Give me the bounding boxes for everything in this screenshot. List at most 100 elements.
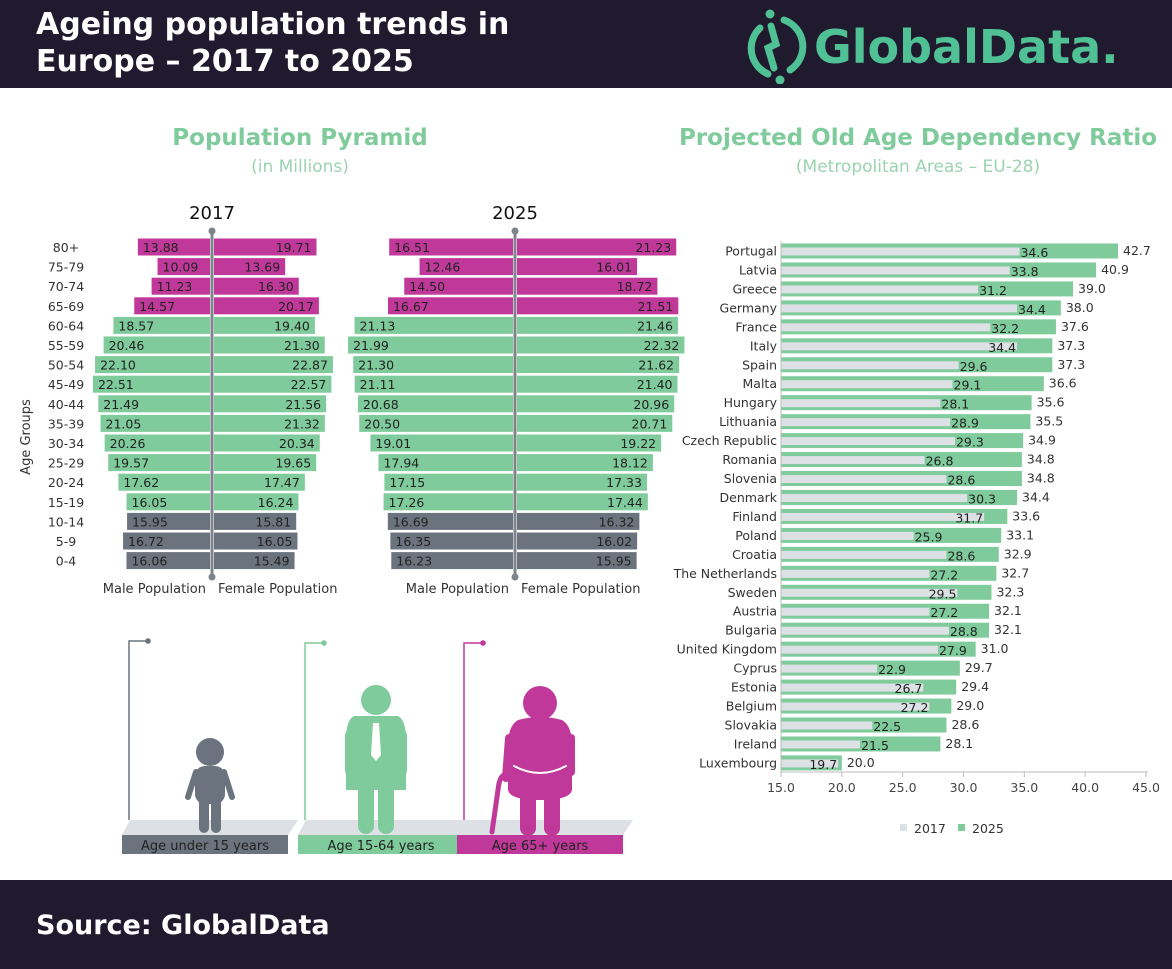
male-value-label: 10.09 bbox=[163, 260, 199, 275]
bar-2017 bbox=[781, 285, 979, 294]
age-group-label: 20-24 bbox=[48, 475, 84, 490]
bar-2017 bbox=[781, 399, 941, 408]
x-tick-label: 30.0 bbox=[950, 780, 978, 795]
legend-swatch-2025 bbox=[958, 824, 965, 831]
male-value-label: 16.67 bbox=[393, 299, 429, 314]
male-value-label: 13.88 bbox=[143, 240, 179, 255]
bar-2017 bbox=[781, 342, 1018, 351]
female-bar bbox=[517, 493, 648, 511]
body bbox=[195, 766, 225, 804]
male-value-label: 16.05 bbox=[132, 495, 168, 510]
male-bar bbox=[118, 473, 210, 491]
value-label-2017: 30.3 bbox=[968, 491, 996, 506]
female-value-label: 21.46 bbox=[637, 318, 673, 333]
female-value-label: 19.65 bbox=[275, 456, 311, 471]
legend-label-2017: 2017 bbox=[914, 821, 946, 836]
female-value-label: 19.71 bbox=[276, 240, 312, 255]
head bbox=[196, 738, 224, 766]
male-bar bbox=[98, 395, 210, 413]
country-label: Croatia bbox=[732, 547, 777, 562]
country-label: Estonia bbox=[731, 680, 777, 695]
country-label: Austria bbox=[733, 604, 777, 619]
bar-2017 bbox=[781, 740, 861, 749]
bar-2017 bbox=[781, 607, 930, 616]
female-value-label: 19.22 bbox=[620, 436, 656, 451]
value-label-2025: 29.0 bbox=[956, 698, 984, 713]
male-value-label: 16.69 bbox=[393, 514, 429, 529]
bar-2017 bbox=[781, 418, 951, 427]
male-bar bbox=[387, 512, 513, 530]
value-label-2025: 31.0 bbox=[981, 641, 1009, 656]
arm bbox=[221, 769, 235, 800]
axis-end-dot bbox=[208, 573, 216, 581]
female-bar bbox=[214, 258, 286, 276]
country-label: Czech Republic bbox=[682, 433, 777, 448]
male-value-label: 21.13 bbox=[360, 318, 396, 333]
value-label-2025: 33.1 bbox=[1006, 527, 1034, 542]
country-label: Cyprus bbox=[733, 661, 777, 676]
country-label: Italy bbox=[750, 338, 778, 353]
bar-2017 bbox=[781, 645, 938, 654]
country-label: Bulgaria bbox=[725, 623, 777, 638]
value-label-2025: 40.9 bbox=[1101, 262, 1129, 277]
value-label-2025: 32.1 bbox=[994, 622, 1022, 637]
male-value-label: 21.30 bbox=[358, 358, 394, 373]
female-value-label: 21.32 bbox=[284, 416, 320, 431]
country-label: Lithuania bbox=[719, 414, 777, 429]
value-label-2017: 28.8 bbox=[950, 624, 978, 639]
value-label-2017: 34.4 bbox=[988, 340, 1016, 355]
value-label-2017: 27.9 bbox=[939, 643, 967, 658]
country-label: Finland bbox=[732, 509, 777, 524]
head bbox=[523, 686, 557, 720]
dependency-subtitle: (Metropolitan Areas – EU-28) bbox=[796, 157, 1040, 177]
x-tick-label: 20.0 bbox=[828, 780, 856, 795]
pyramid-title: Population Pyramid bbox=[172, 125, 427, 151]
female-bar bbox=[517, 512, 640, 530]
platform bbox=[122, 820, 298, 835]
female-bar bbox=[517, 258, 638, 276]
value-label-2017: 19.7 bbox=[809, 757, 837, 772]
dependency-ratio-chart: Projected Old Age Dependency Ratio (Metro… bbox=[673, 125, 1160, 836]
value-label-2025: 36.6 bbox=[1049, 376, 1077, 391]
female-value-label: 20.17 bbox=[278, 299, 314, 314]
female-value-label: 22.57 bbox=[291, 377, 327, 392]
male-value-label: 19.01 bbox=[375, 436, 411, 451]
value-label-2017: 21.5 bbox=[861, 738, 889, 753]
age-group-label: 5-9 bbox=[56, 534, 76, 549]
country-label: Sweden bbox=[728, 585, 777, 600]
male-bar bbox=[359, 414, 513, 432]
male-value-label: 21.49 bbox=[103, 397, 139, 412]
value-label-2025: 32.1 bbox=[994, 603, 1022, 618]
adult-man-icon bbox=[345, 685, 407, 834]
country-label: Denmark bbox=[720, 490, 778, 505]
value-label-2025: 34.9 bbox=[1028, 433, 1056, 448]
logo-text: GlobalData. bbox=[814, 20, 1119, 74]
male-bar bbox=[123, 532, 210, 550]
male-value-label: 11.23 bbox=[157, 279, 193, 294]
age-group-label: 60-64 bbox=[48, 318, 84, 333]
country-label: Malta bbox=[743, 376, 777, 391]
country-label: France bbox=[735, 319, 777, 334]
value-label-2017: 29.3 bbox=[956, 435, 984, 450]
female-bar bbox=[517, 375, 678, 393]
male-bar bbox=[127, 512, 210, 530]
male-bar bbox=[134, 297, 210, 315]
x-tick-label: 35.0 bbox=[1010, 780, 1038, 795]
male-value-label: 15.95 bbox=[132, 514, 168, 529]
male-value-label: 22.10 bbox=[100, 358, 136, 373]
torso bbox=[508, 717, 572, 800]
male-value-label: 16.06 bbox=[131, 554, 167, 569]
x-tick-label: 45.0 bbox=[1132, 780, 1160, 795]
male-value-label: 20.46 bbox=[109, 338, 145, 353]
value-label-2025: 39.0 bbox=[1078, 281, 1106, 296]
value-label-2025: 37.6 bbox=[1061, 319, 1089, 334]
age-label-bar bbox=[298, 835, 464, 854]
country-label: Hungary bbox=[724, 395, 778, 410]
walking-cane-icon bbox=[489, 772, 513, 835]
female-value-label: 15.81 bbox=[255, 514, 291, 529]
male-value-label: 20.68 bbox=[363, 397, 399, 412]
female-value-label: 20.34 bbox=[279, 436, 315, 451]
male-bar bbox=[390, 532, 513, 550]
value-label-2025: 33.6 bbox=[1012, 508, 1040, 523]
bar-2017 bbox=[781, 437, 955, 446]
